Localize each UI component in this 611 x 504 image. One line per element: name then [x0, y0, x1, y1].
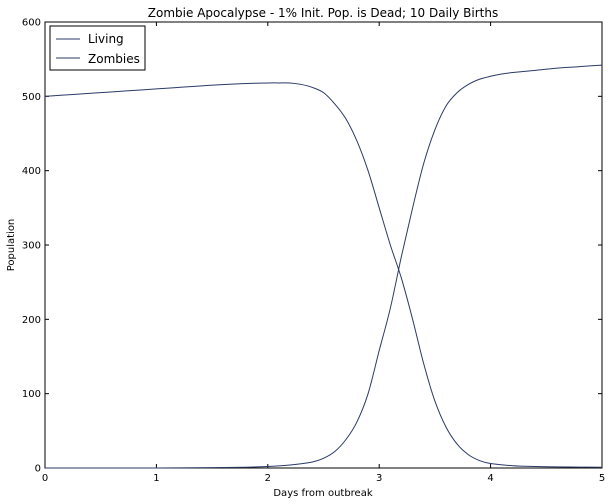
y-tick-label: 100: [22, 389, 41, 400]
legend-label-living: Living: [88, 32, 124, 46]
legend-label-zombies: Zombies: [88, 52, 140, 66]
series-line-zombies: [45, 64, 603, 469]
plot-area: 0 1 2 3 4 5 0 100 200 300 400 500 600: [22, 18, 605, 485]
y-axis-label: Population: [6, 219, 17, 272]
y-tick-label: 0: [35, 464, 41, 475]
x-tick-label: 4: [487, 473, 493, 484]
legend-box: [49, 25, 146, 71]
chart-title: Zombie Apocalypse - 1% Init. Pop. is Dea…: [148, 6, 498, 20]
x-tick-label: 2: [265, 473, 271, 484]
y-tick-label: 300: [22, 241, 41, 252]
x-tick-label: 3: [376, 473, 382, 484]
series-line-living: [44, 82, 603, 468]
legend: Living Zombies: [49, 25, 146, 71]
y-tick-label: 600: [22, 18, 41, 29]
x-tick-label: 0: [42, 473, 48, 484]
y-tick-label: 500: [22, 92, 41, 103]
y-tick-label: 200: [22, 315, 41, 326]
plot-frame: [44, 21, 603, 469]
x-tick-label: 5: [599, 473, 605, 484]
y-tick-label: 400: [22, 166, 41, 177]
x-axis-label: Days from outbreak: [273, 488, 372, 499]
x-tick-label: 1: [153, 473, 159, 484]
